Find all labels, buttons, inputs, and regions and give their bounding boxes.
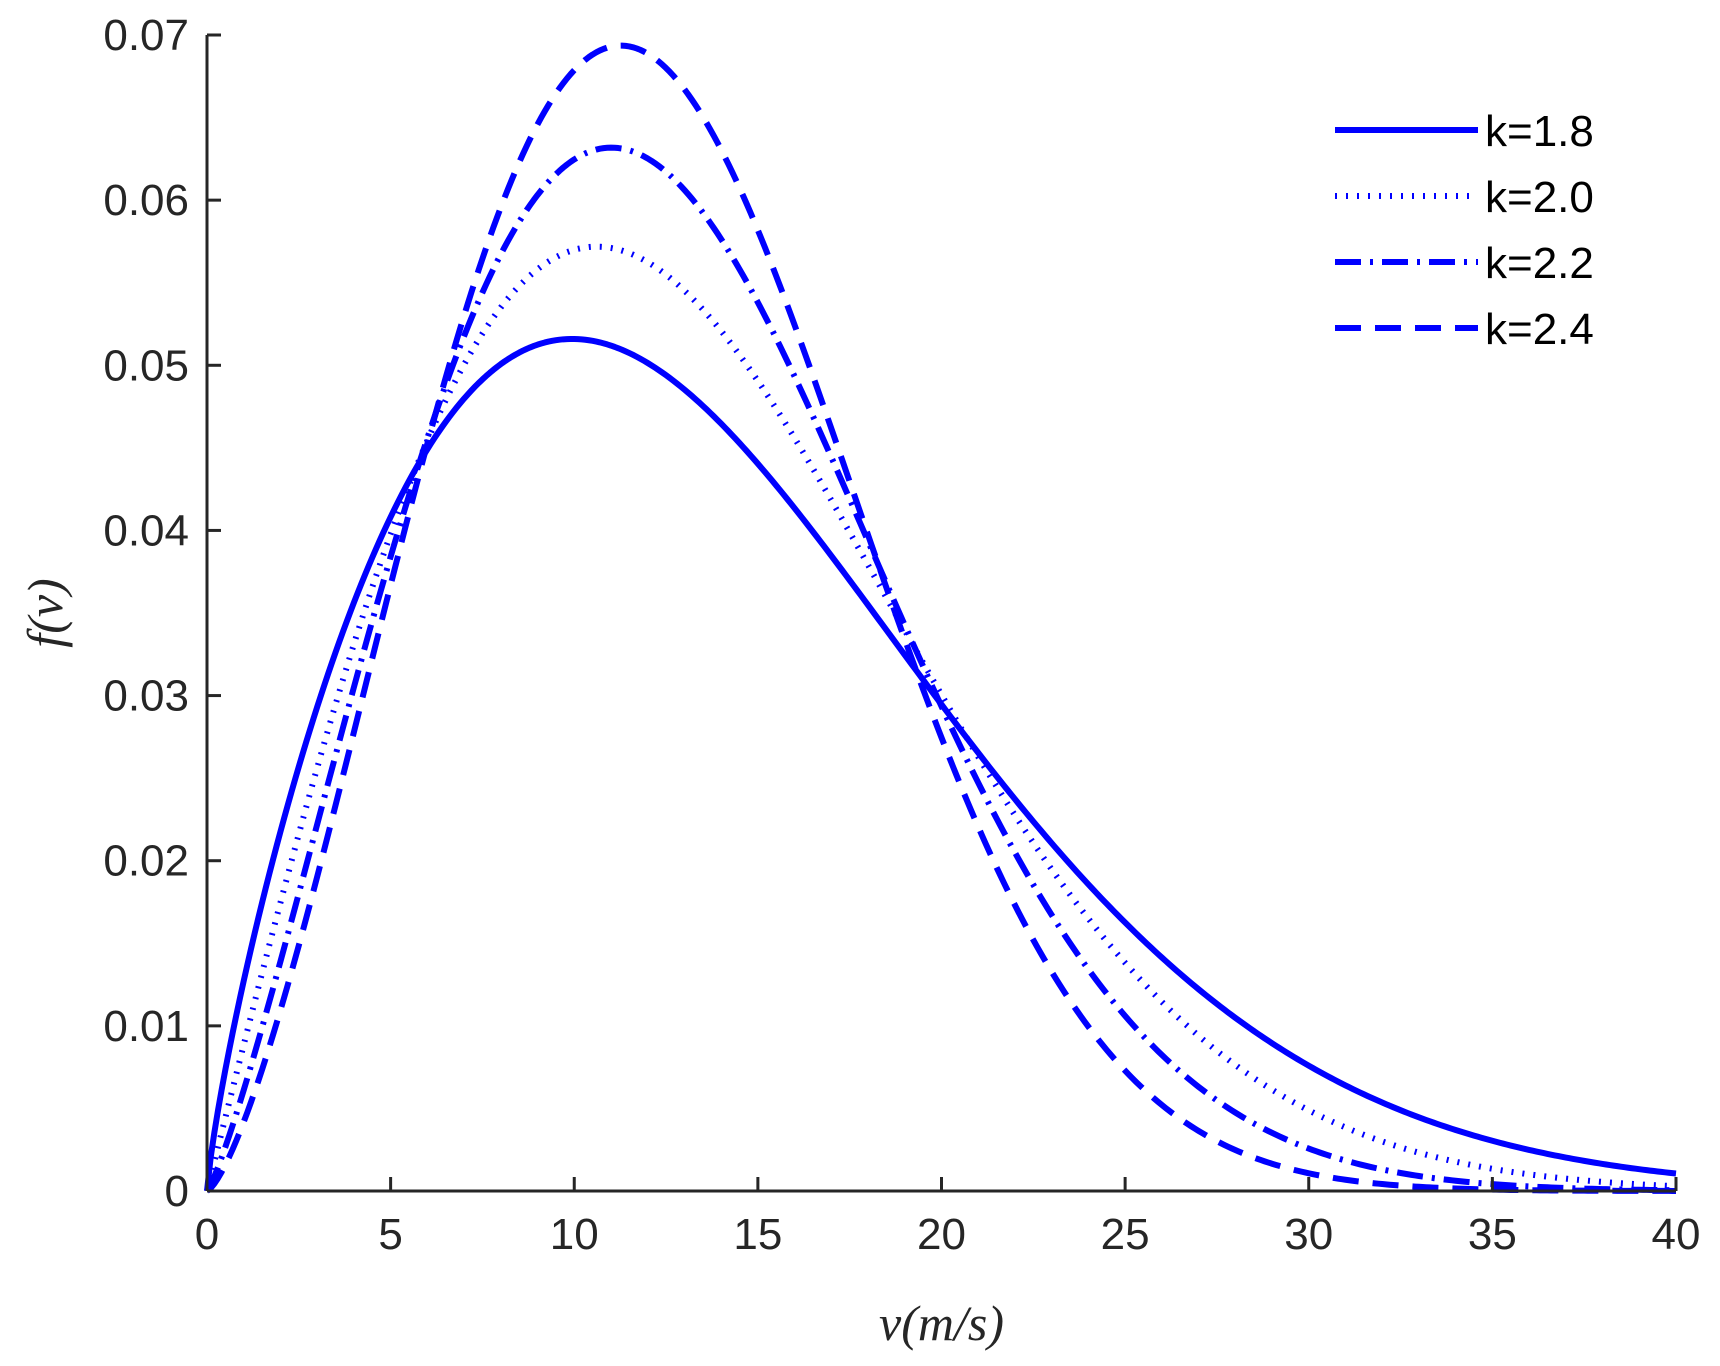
x-tick-label: 10 bbox=[550, 1210, 599, 1259]
x-tick-label: 40 bbox=[1652, 1210, 1701, 1259]
x-tick-label: 15 bbox=[733, 1210, 782, 1259]
x-tick-label: 0 bbox=[195, 1210, 219, 1259]
series-line-k-2-2 bbox=[204, 144, 1677, 1194]
y-tick-label: 0.06 bbox=[103, 176, 189, 225]
legend-label-k-2-0: k=2.0 bbox=[1485, 173, 1594, 222]
legend: k=1.8 k=2.0 k=2.2 k=2.4 bbox=[1335, 107, 1594, 354]
y-tick-label: 0.02 bbox=[103, 837, 189, 886]
y-axis-title: f(v) bbox=[17, 578, 73, 647]
series-lines bbox=[204, 42, 1677, 1194]
y-tick-label: 0.01 bbox=[103, 1002, 189, 1051]
x-tick-label: 5 bbox=[378, 1210, 402, 1259]
y-tick-label: 0.05 bbox=[103, 341, 189, 390]
legend-label-k-2-2: k=2.2 bbox=[1485, 239, 1594, 288]
y-tick-label: 0.07 bbox=[103, 11, 189, 60]
x-tick-label: 30 bbox=[1284, 1210, 1333, 1259]
y-tick-label: 0.04 bbox=[103, 506, 189, 555]
x-tick-label: 25 bbox=[1101, 1210, 1150, 1259]
y-tick-label: 0 bbox=[165, 1167, 189, 1216]
x-tick-label: 35 bbox=[1468, 1210, 1517, 1259]
series-line-k-2-4 bbox=[205, 42, 1676, 1194]
ticks: 0 5 10 15 20 25 30 35 40 0 0.01 0.02 0.03 0.04 0.05 0.0… bbox=[103, 11, 1700, 1259]
legend-label-k-2-4: k=2.4 bbox=[1485, 305, 1594, 354]
x-tick-label: 20 bbox=[917, 1210, 966, 1259]
legend-label-k-1-8: k=1.8 bbox=[1485, 107, 1594, 156]
y-tick-label: 0.03 bbox=[103, 672, 189, 721]
x-axis-title: v(m/s) bbox=[879, 1295, 1004, 1351]
